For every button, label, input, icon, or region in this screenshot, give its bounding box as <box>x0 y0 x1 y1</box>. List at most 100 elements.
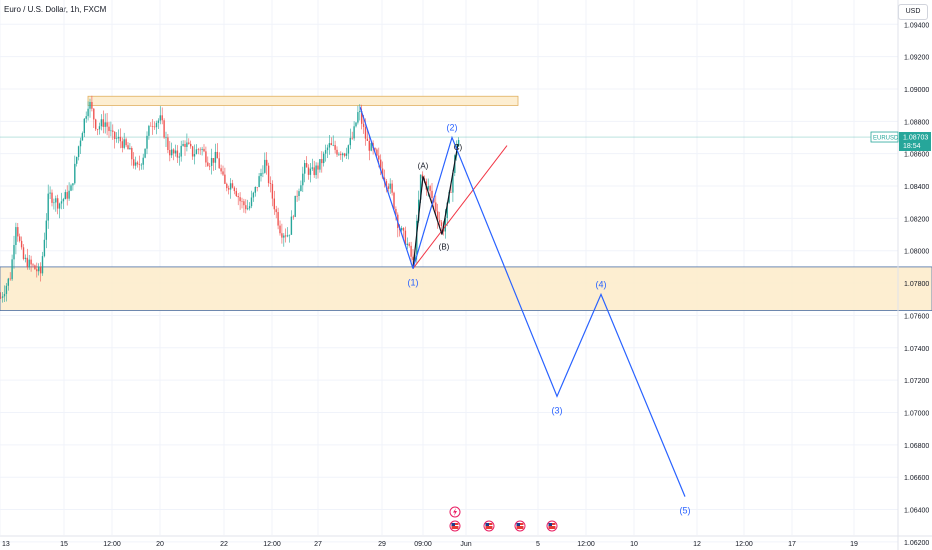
candle-body <box>220 168 222 172</box>
candle-body <box>39 266 42 274</box>
candle-body <box>142 157 144 165</box>
candle-body <box>359 111 361 113</box>
candle-body <box>305 163 308 168</box>
candle-body <box>292 216 294 218</box>
candle-body <box>188 142 190 144</box>
candle-body <box>429 186 431 191</box>
candle-body <box>286 235 289 237</box>
abc-label: (A) <box>418 161 429 170</box>
candle-body <box>309 168 312 175</box>
x-tick-label: 09:00 <box>414 541 432 548</box>
candle-body <box>144 148 146 158</box>
candle-body <box>214 151 217 163</box>
candle-body <box>66 192 68 199</box>
candle-body <box>5 285 8 294</box>
candle-body <box>317 165 319 170</box>
candle-body <box>64 192 66 200</box>
candle-body <box>256 186 258 188</box>
candle-body <box>186 142 188 147</box>
candle-body <box>172 149 175 154</box>
candle-body <box>115 138 118 140</box>
candle-body <box>178 156 180 158</box>
candle-body <box>7 278 9 286</box>
x-tick-label: 12:00 <box>735 541 753 548</box>
candle-body <box>452 173 454 193</box>
candle-body <box>193 154 196 157</box>
candle-body <box>176 150 179 158</box>
x-tick-label: 12:00 <box>263 541 281 548</box>
candle-body <box>55 198 57 203</box>
wave-label: (3) <box>552 405 563 415</box>
candle-body <box>229 183 232 190</box>
resistance-zone <box>87 95 519 106</box>
candle-body <box>275 209 277 213</box>
candle-body <box>304 163 306 174</box>
x-tick-label: 13 <box>2 541 10 548</box>
candle-body <box>290 216 293 235</box>
candle-body <box>250 197 253 207</box>
candle-body <box>319 159 321 170</box>
candle-body <box>125 139 127 146</box>
candle-body <box>62 199 65 202</box>
candle-body <box>72 183 74 186</box>
candle-body <box>148 125 150 136</box>
candle-body <box>30 259 32 265</box>
x-tick-label: 29 <box>378 541 386 548</box>
candle-body <box>49 192 51 194</box>
candle-body <box>364 126 367 139</box>
candle-body <box>262 172 264 174</box>
candle-body <box>131 148 133 160</box>
candle-body <box>104 122 106 127</box>
candle-body <box>391 183 393 193</box>
candle-body <box>112 130 114 132</box>
candle-body <box>191 146 194 157</box>
candle-body <box>393 192 395 209</box>
candle-body <box>133 159 135 166</box>
candle-body <box>383 177 386 181</box>
candle-body <box>195 149 198 155</box>
candle-body <box>102 119 104 127</box>
wave-label: (4) <box>596 279 607 289</box>
candle-body <box>161 115 163 121</box>
candle-body <box>123 139 125 148</box>
candle-body <box>245 205 247 210</box>
candle-body <box>13 245 15 260</box>
candle-body <box>345 153 348 156</box>
candle-body <box>368 140 370 151</box>
candle-body <box>266 159 268 166</box>
candle-body <box>91 101 93 109</box>
candle-body <box>302 173 304 186</box>
candle-body <box>298 191 300 197</box>
candle-body <box>277 212 279 226</box>
candle-body <box>98 126 101 130</box>
x-tick-label: 19 <box>850 541 858 548</box>
candle-body <box>201 148 203 150</box>
candle-body <box>357 112 359 123</box>
x-tick-label: 20 <box>156 541 164 548</box>
x-tick-label: 17 <box>788 541 796 548</box>
candle-body <box>146 135 148 149</box>
candle-body <box>182 143 184 146</box>
candle-body <box>127 145 129 150</box>
candle-body <box>414 254 416 260</box>
candle-body <box>283 235 285 238</box>
y-tick-label: 1.08800 <box>904 119 929 126</box>
candle-body <box>22 247 25 259</box>
candle-body <box>169 149 171 156</box>
candle-body <box>254 186 256 193</box>
candle-body <box>205 151 207 163</box>
candle-body <box>264 159 266 173</box>
candle-body <box>410 245 412 257</box>
candle-body <box>207 162 209 166</box>
candle-body <box>60 201 63 204</box>
candle-body <box>77 146 80 157</box>
us-flag-canton <box>485 523 489 526</box>
candle-body <box>370 143 372 151</box>
candle-body <box>216 151 218 159</box>
candle-body <box>11 259 13 280</box>
candle-body <box>260 173 262 177</box>
countdown-label: 18:54 <box>903 143 921 150</box>
candle-body <box>427 186 429 190</box>
candle-body <box>228 188 230 190</box>
